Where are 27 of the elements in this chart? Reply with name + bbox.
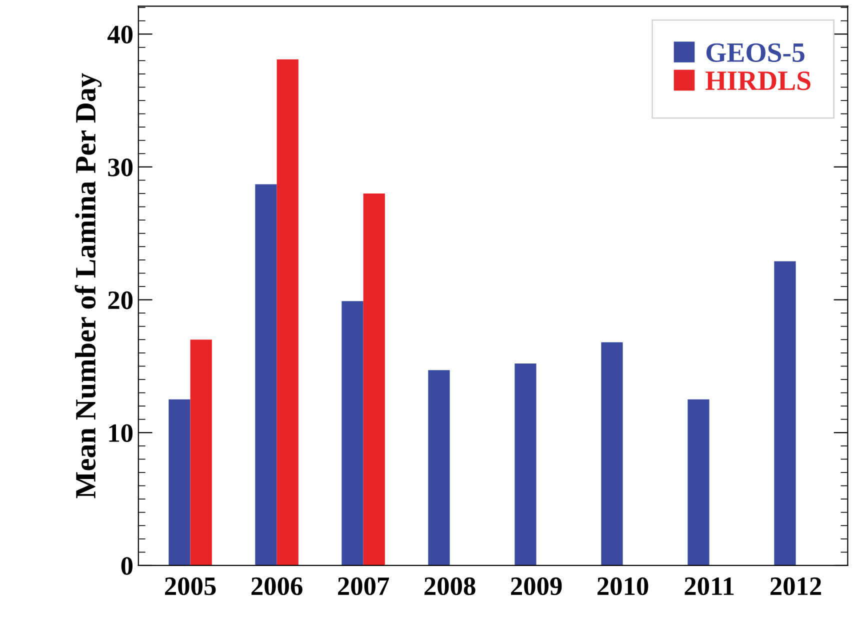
bar [168,399,190,566]
y-tick-label: 30 [108,158,133,176]
y-tick-label: 40 [108,26,133,44]
bar [276,59,298,566]
bar [601,342,623,566]
y-tick-label: 10 [109,424,133,442]
bar [342,301,364,566]
legend-label: GEOS-5 [706,43,804,62]
bar [428,370,450,566]
y-axis-title: Mean Number of Lamina Per Day [74,73,102,498]
y-tick-label: 0 [121,557,133,575]
x-tick-label: 2007 [338,577,390,596]
x-tick-label: 2006 [252,577,302,596]
x-tick-label: 2009 [511,577,562,596]
x-tick-label: 2011 [684,577,734,596]
x-tick-label: 2012 [770,577,822,596]
legend-label: HIRDLS [706,71,810,90]
bar [514,364,536,566]
x-tick-label: 2005 [165,577,216,596]
bar [688,399,710,566]
y-tick-label: 20 [108,291,133,310]
x-tick-label: 2010 [598,577,648,596]
x-tick-label: 2008 [424,577,476,596]
bar [774,261,796,566]
bar [255,184,277,566]
bar [190,340,212,566]
bar [363,193,385,566]
